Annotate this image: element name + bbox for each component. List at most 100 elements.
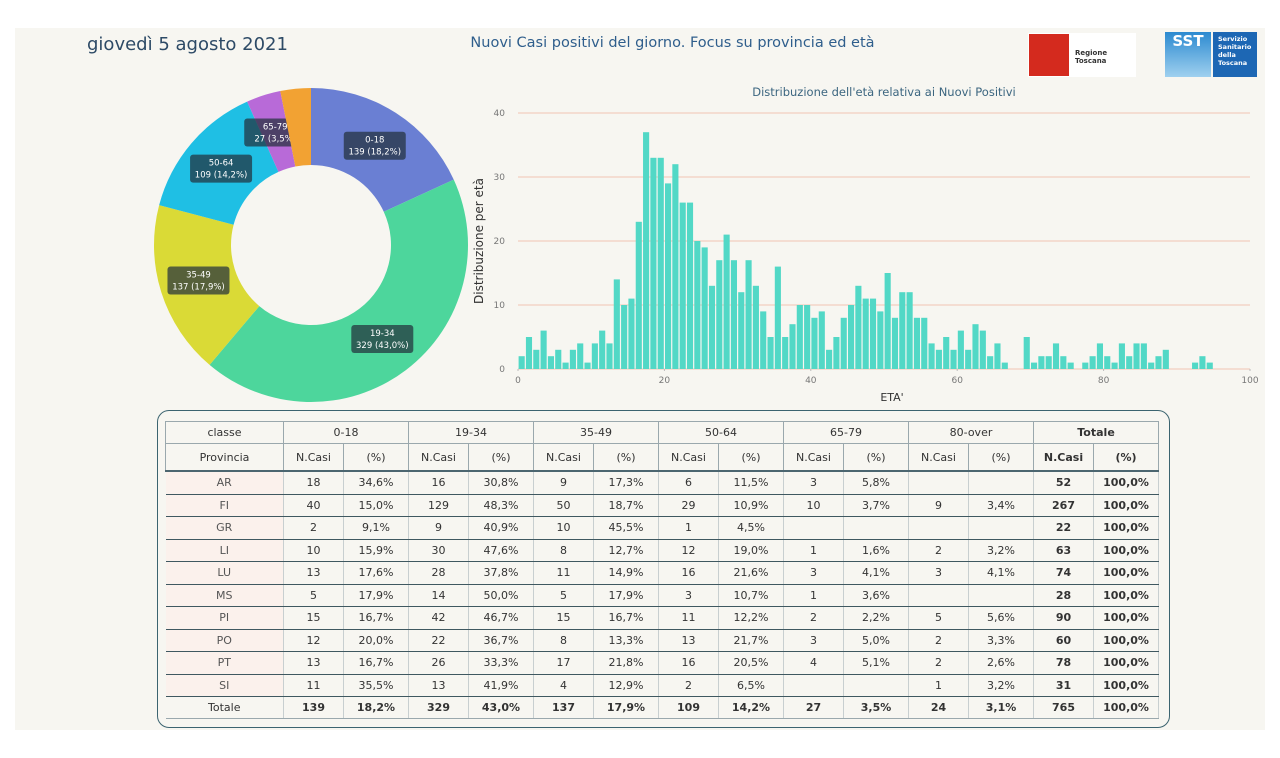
table-row: MS 5 17,9% 14 50,0% 5 17,9% 3 10,7% 1 3,6% 28 100,0%: [165, 583, 1160, 607]
x-tick-label: 20: [659, 376, 671, 386]
table-cell: 137: [533, 696, 594, 719]
y-tick-label: 10: [494, 301, 506, 311]
table-cell: 35,5%: [343, 673, 409, 697]
header-cell: (%): [967, 443, 1035, 472]
header-cell: N.Casi: [533, 443, 594, 472]
logo-sst: SST Servizio Sanitario della Toscana: [1165, 32, 1257, 77]
table-cell: 17,9%: [593, 696, 659, 719]
table-cell: 9: [533, 470, 594, 495]
table-cell: 16,7%: [593, 606, 659, 630]
table-cell: 3: [908, 561, 969, 585]
logo-line: Toscana: [1218, 59, 1248, 67]
table-cell: 74: [1033, 561, 1095, 585]
table-cell: [783, 673, 844, 697]
bar: [1140, 343, 1147, 369]
table-cell: 14,9%: [593, 561, 659, 585]
bar: [752, 285, 759, 369]
x-tick-label: 80: [1098, 376, 1110, 386]
table-row: AR 18 34,6% 16 30,8% 9 17,3% 6 11,5% 3 5,8% 52 100,0…: [165, 470, 1160, 495]
bar: [584, 362, 591, 369]
bar: [650, 157, 657, 369]
charts: 0-18 139 (18,2%) 19-34 329 (43,0%) 35-49 137 …: [154, 85, 1259, 404]
table-cell: 36,7%: [468, 628, 534, 652]
header-cell: classe: [165, 421, 284, 444]
header-row: classe 0-18 19-34 35-49 50-64 65-79 80-over Tot…: [165, 421, 1160, 444]
table-cell: [968, 516, 1035, 540]
header-cell: N.Casi: [783, 443, 844, 472]
table-cell: 2: [783, 606, 844, 630]
table-row: LU 13 17,6% 28 37,8% 11 14,9% 16 21,6% 3 4,1% 3 4,1%…: [165, 561, 1160, 585]
bar: [1089, 356, 1096, 369]
table-row: PI 15 16,7% 42 46,7% 15 16,7% 11 12,2% 2 2,2% 5 5,6%…: [165, 606, 1160, 630]
bar: [987, 356, 994, 369]
table-cell: 29: [658, 493, 719, 517]
bar: [738, 292, 745, 369]
table-cell: 16: [658, 561, 719, 585]
bar: [957, 330, 964, 369]
table-cell: 100,0%: [1093, 651, 1160, 675]
bar: [1162, 349, 1169, 369]
table-cell: 12,7%: [593, 538, 659, 562]
table-cell: PI: [165, 606, 284, 630]
table-cell: 28: [1033, 583, 1095, 607]
bar: [1096, 343, 1103, 369]
bar: [701, 247, 708, 369]
table-cell: 11: [658, 606, 719, 630]
bar: [767, 337, 774, 369]
bar: [913, 317, 920, 369]
bar: [1111, 362, 1118, 369]
logo-region: Regione Toscana: [1028, 33, 1136, 77]
bar: [643, 132, 650, 369]
bar: [804, 305, 811, 369]
table-cell: 17,9%: [343, 583, 409, 607]
bar: [518, 356, 525, 369]
bar: [979, 330, 986, 369]
table-cell: 5,6%: [968, 606, 1035, 630]
table-cell: 41,9%: [468, 673, 534, 697]
table-cell: 12: [658, 538, 719, 562]
table-cell: 9: [408, 516, 469, 540]
bar: [848, 305, 855, 369]
bar: [921, 317, 928, 369]
header-cell: (%): [468, 443, 534, 472]
table-cell: [968, 583, 1035, 607]
table-cell: 13: [283, 561, 344, 585]
table-cell: 5,1%: [843, 651, 909, 675]
table-cell: 11,5%: [718, 470, 784, 495]
bar: [1082, 362, 1089, 369]
header-cell: N.Casi: [908, 443, 969, 472]
bar: [1118, 343, 1125, 369]
page-title: Nuovi Casi positivi del giorno. Focus su…: [470, 35, 875, 51]
table-cell: 3: [658, 583, 719, 607]
header-row: Provincia N.Casi (%) N.Casi (%) N.Casi (%) N.Ca…: [165, 443, 1160, 472]
table-cell: 2,6%: [968, 651, 1035, 675]
table-cell: 28: [408, 561, 469, 585]
table-cell: 16,7%: [343, 606, 409, 630]
header-cell: 65-79: [783, 421, 909, 444]
bar: [1023, 337, 1030, 369]
bar: [708, 285, 716, 369]
table-cell: 52: [1033, 470, 1095, 495]
table-cell: 100,0%: [1093, 516, 1160, 540]
bar: [1031, 362, 1038, 369]
table-cell: 5,0%: [843, 628, 909, 652]
table-cell: 17,6%: [343, 561, 409, 585]
table-cell: FI: [165, 493, 284, 517]
bar: [665, 183, 672, 369]
table-cell: 1,6%: [843, 538, 909, 562]
bar: [555, 349, 562, 369]
table-cell: 1: [658, 516, 719, 540]
table-cell: [783, 516, 844, 540]
bar: [877, 311, 884, 369]
bar: [789, 324, 796, 369]
table-cell: 5,8%: [843, 470, 909, 495]
table-cell: SI: [165, 673, 284, 697]
table-cell: 21,6%: [718, 561, 784, 585]
bar: [994, 343, 1001, 369]
bar: [606, 343, 613, 369]
table-cell: 2,2%: [843, 606, 909, 630]
table-cell: LI: [165, 538, 284, 562]
table-cell: 60: [1033, 628, 1095, 652]
slice-label-category: 50-64: [209, 159, 234, 169]
